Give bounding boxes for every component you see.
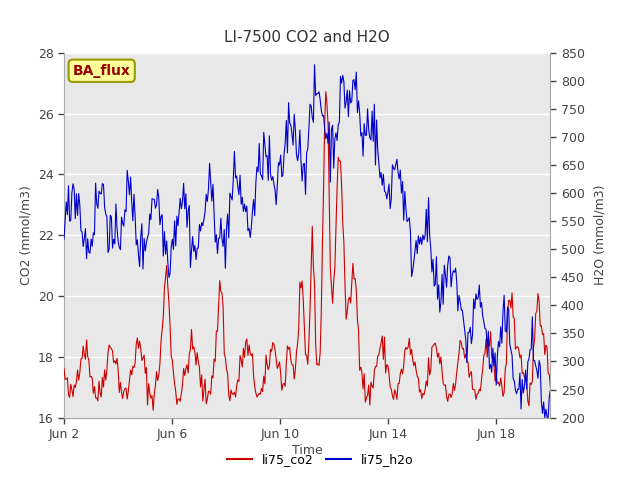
Y-axis label: CO2 (mmol/m3): CO2 (mmol/m3) (19, 185, 32, 285)
X-axis label: Time: Time (292, 444, 323, 457)
Text: BA_flux: BA_flux (73, 64, 131, 78)
Legend: li75_co2, li75_h2o: li75_co2, li75_h2o (221, 448, 419, 471)
Title: LI-7500 CO2 and H2O: LI-7500 CO2 and H2O (225, 30, 390, 45)
Y-axis label: H2O (mmol/m3): H2O (mmol/m3) (593, 185, 606, 286)
